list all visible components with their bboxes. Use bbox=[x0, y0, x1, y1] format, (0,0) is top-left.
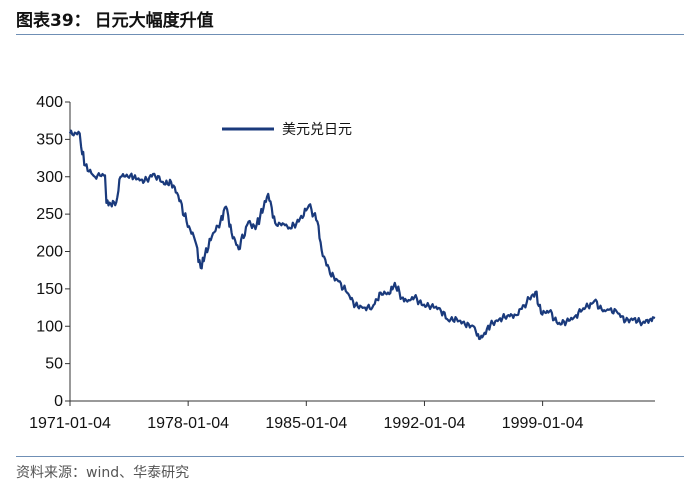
y-tick-label: 200 bbox=[36, 244, 63, 261]
y-tick-label: 350 bbox=[36, 131, 63, 148]
x-tick-label: 1985-01-04 bbox=[265, 415, 347, 432]
title-row: 图表39： 日元大幅度升值 bbox=[16, 6, 214, 31]
line-chart: 0 50 100 150 200 250 300 350 400 1971-01-04 1978-… bbox=[29, 94, 656, 432]
y-tick-label: 0 bbox=[54, 393, 63, 410]
legend-label: 美元兑日元 bbox=[282, 122, 352, 138]
x-tick-label: 1978-01-04 bbox=[147, 415, 229, 432]
figure-label: 图表39： bbox=[16, 10, 91, 31]
chart-title: 日元大幅度升值 bbox=[94, 10, 214, 31]
series-line bbox=[68, 129, 656, 341]
legend: 美元兑日元 bbox=[222, 122, 352, 138]
y-tick-label: 100 bbox=[36, 318, 63, 335]
series-group bbox=[68, 129, 656, 341]
y-tick-label: 250 bbox=[36, 206, 63, 223]
x-tick-label: 1999-01-04 bbox=[502, 415, 584, 432]
bottom-divider bbox=[16, 456, 684, 457]
y-tick-label: 400 bbox=[36, 94, 63, 111]
x-tick-label: 1971-01-04 bbox=[29, 415, 111, 432]
y-tick-label: 150 bbox=[36, 281, 63, 298]
source-note: 资料来源：wind、华泰研究 bbox=[16, 465, 190, 481]
top-divider bbox=[16, 34, 684, 35]
y-tick-label: 50 bbox=[45, 356, 63, 373]
x-tick-label: 1992-01-04 bbox=[384, 415, 466, 432]
y-tick-label: 300 bbox=[36, 169, 63, 186]
x-axis: 1971-01-04 1978-01-04 1985-01-04 1992-01-04… bbox=[29, 400, 655, 432]
y-axis: 0 50 100 150 200 250 300 350 400 bbox=[36, 94, 71, 410]
